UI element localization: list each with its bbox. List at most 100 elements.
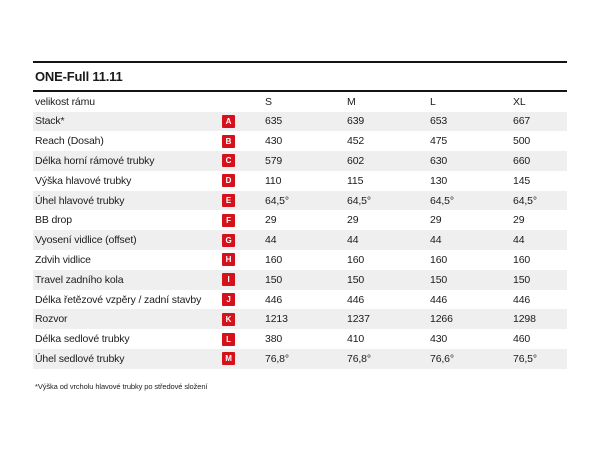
page-title: ONE-Full 11.11 [35,69,123,84]
badge-cell: C [222,154,265,168]
value-xl: 44 [513,234,525,247]
value-s: 44 [265,234,277,247]
row-label: Úhel hlavové trubky [35,194,125,207]
table-row: Délka řetězové vzpěry / zadní stavby J 4… [33,290,567,310]
badge-cell: D [222,174,265,188]
table-row: Úhel sedlové trubky M 76,8° 76,8° 76,6° … [33,349,567,369]
value-m: 115 [347,174,364,187]
value-m: 29 [347,214,359,227]
header-frame-size-label: velikost rámu [35,95,95,108]
value-m: 446 [347,293,365,306]
table-row: BB drop F 29 29 29 29 [33,210,567,230]
value-l: 630 [430,154,448,167]
table-row: Reach (Dosah) B 430 452 475 500 [33,131,567,151]
value-m: 150 [347,273,365,286]
value-s: 380 [265,333,283,346]
letter-badge: B [222,134,235,148]
footnote: *Výška od vrcholu hlavové trubky po stře… [35,381,208,391]
badge-cell: M [222,352,265,366]
badge-cell: A [222,114,265,128]
value-xl: 446 [513,293,531,306]
value-l: 1266 [430,313,453,326]
value-m: 44 [347,234,359,247]
table-row: Vyosení vidlice (offset) G 44 44 44 44 [33,230,567,251]
value-m: 64,5° [347,194,371,207]
value-l: 160 [430,253,448,266]
badge-cell: G [222,233,265,247]
table-body: Stack* A 635 639 653 667 Reach (Dosah) B… [33,111,567,369]
column-header-l: L [430,95,436,108]
table-row: Délka horní rámové trubky C 579 602 630 … [33,151,567,171]
table-row: Stack* A 635 639 653 667 [33,111,567,132]
row-label: Zdvih vidlice [35,253,91,266]
row-label: Délka řetězové vzpěry / zadní stavby [35,293,202,306]
row-label: Rozvor [35,313,68,326]
column-header-m: M [347,95,356,108]
column-header-xl: XL [513,95,526,108]
value-s: 150 [265,273,283,286]
badge-cell: K [222,312,265,326]
value-s: 160 [265,253,283,266]
table-row: Výška hlavové trubky D 110 115 130 145 [33,171,567,191]
value-s: 635 [265,115,283,128]
value-s: 446 [265,293,283,306]
value-l: 150 [430,273,448,286]
title-divider [33,90,567,92]
letter-badge: G [222,233,235,247]
row-label: Stack* [35,115,65,128]
value-m: 602 [347,154,365,167]
letter-badge: M [222,352,235,366]
value-l: 446 [430,293,448,306]
row-label: Úhel sedlové trubky [35,352,125,365]
row-label: Vyosení vidlice (offset) [35,234,137,247]
value-xl: 150 [513,273,531,286]
value-m: 639 [347,115,365,128]
value-s: 1213 [265,313,288,326]
row-label: Reach (Dosah) [35,135,104,148]
value-xl: 460 [513,333,531,346]
badge-cell: H [222,253,265,267]
letter-badge: E [222,194,235,208]
row-label: Travel zadního kola [35,273,124,286]
value-l: 130 [430,174,448,187]
value-l: 29 [430,214,442,227]
value-s: 430 [265,135,283,148]
value-s: 29 [265,214,277,227]
value-xl: 160 [513,253,531,266]
value-m: 160 [347,253,365,266]
letter-badge: H [222,253,235,267]
value-m: 410 [347,333,365,346]
badge-cell: F [222,213,265,227]
letter-badge: A [222,114,235,128]
value-s: 76,8° [265,352,289,365]
value-xl: 76,5° [513,352,537,365]
badge-cell: E [222,194,265,208]
value-m: 1237 [347,313,370,326]
table-row: Úhel hlavové trubky E 64,5° 64,5° 64,5° … [33,190,567,211]
value-xl: 660 [513,154,531,167]
value-xl: 1298 [513,313,536,326]
value-s: 579 [265,154,283,167]
badge-cell: L [222,332,265,346]
title-row: ONE-Full 11.11 [33,63,567,90]
table-row: Rozvor K 1213 1237 1266 1298 [33,309,567,330]
letter-badge: F [222,213,235,227]
row-label: Výška hlavové trubky [35,174,132,187]
row-label: Délka sedlové trubky [35,333,130,346]
value-l: 475 [430,135,448,148]
value-xl: 667 [513,115,531,128]
value-s: 110 [265,174,282,187]
value-xl: 64,5° [513,194,537,207]
value-m: 452 [347,135,365,148]
value-l: 653 [430,115,448,128]
letter-badge: K [222,312,235,326]
top-divider [33,61,567,63]
table-row: Zdvih vidlice H 160 160 160 160 [33,250,567,270]
value-l: 44 [430,234,442,247]
value-xl: 145 [513,174,531,187]
table-row: Délka sedlové trubky L 380 410 430 460 [33,329,567,349]
value-l: 76,6° [430,352,454,365]
table-header-row: velikost rámu S M L XL [33,92,567,112]
letter-badge: I [222,273,235,287]
table-row: Travel zadního kola I 150 150 150 150 [33,269,567,290]
